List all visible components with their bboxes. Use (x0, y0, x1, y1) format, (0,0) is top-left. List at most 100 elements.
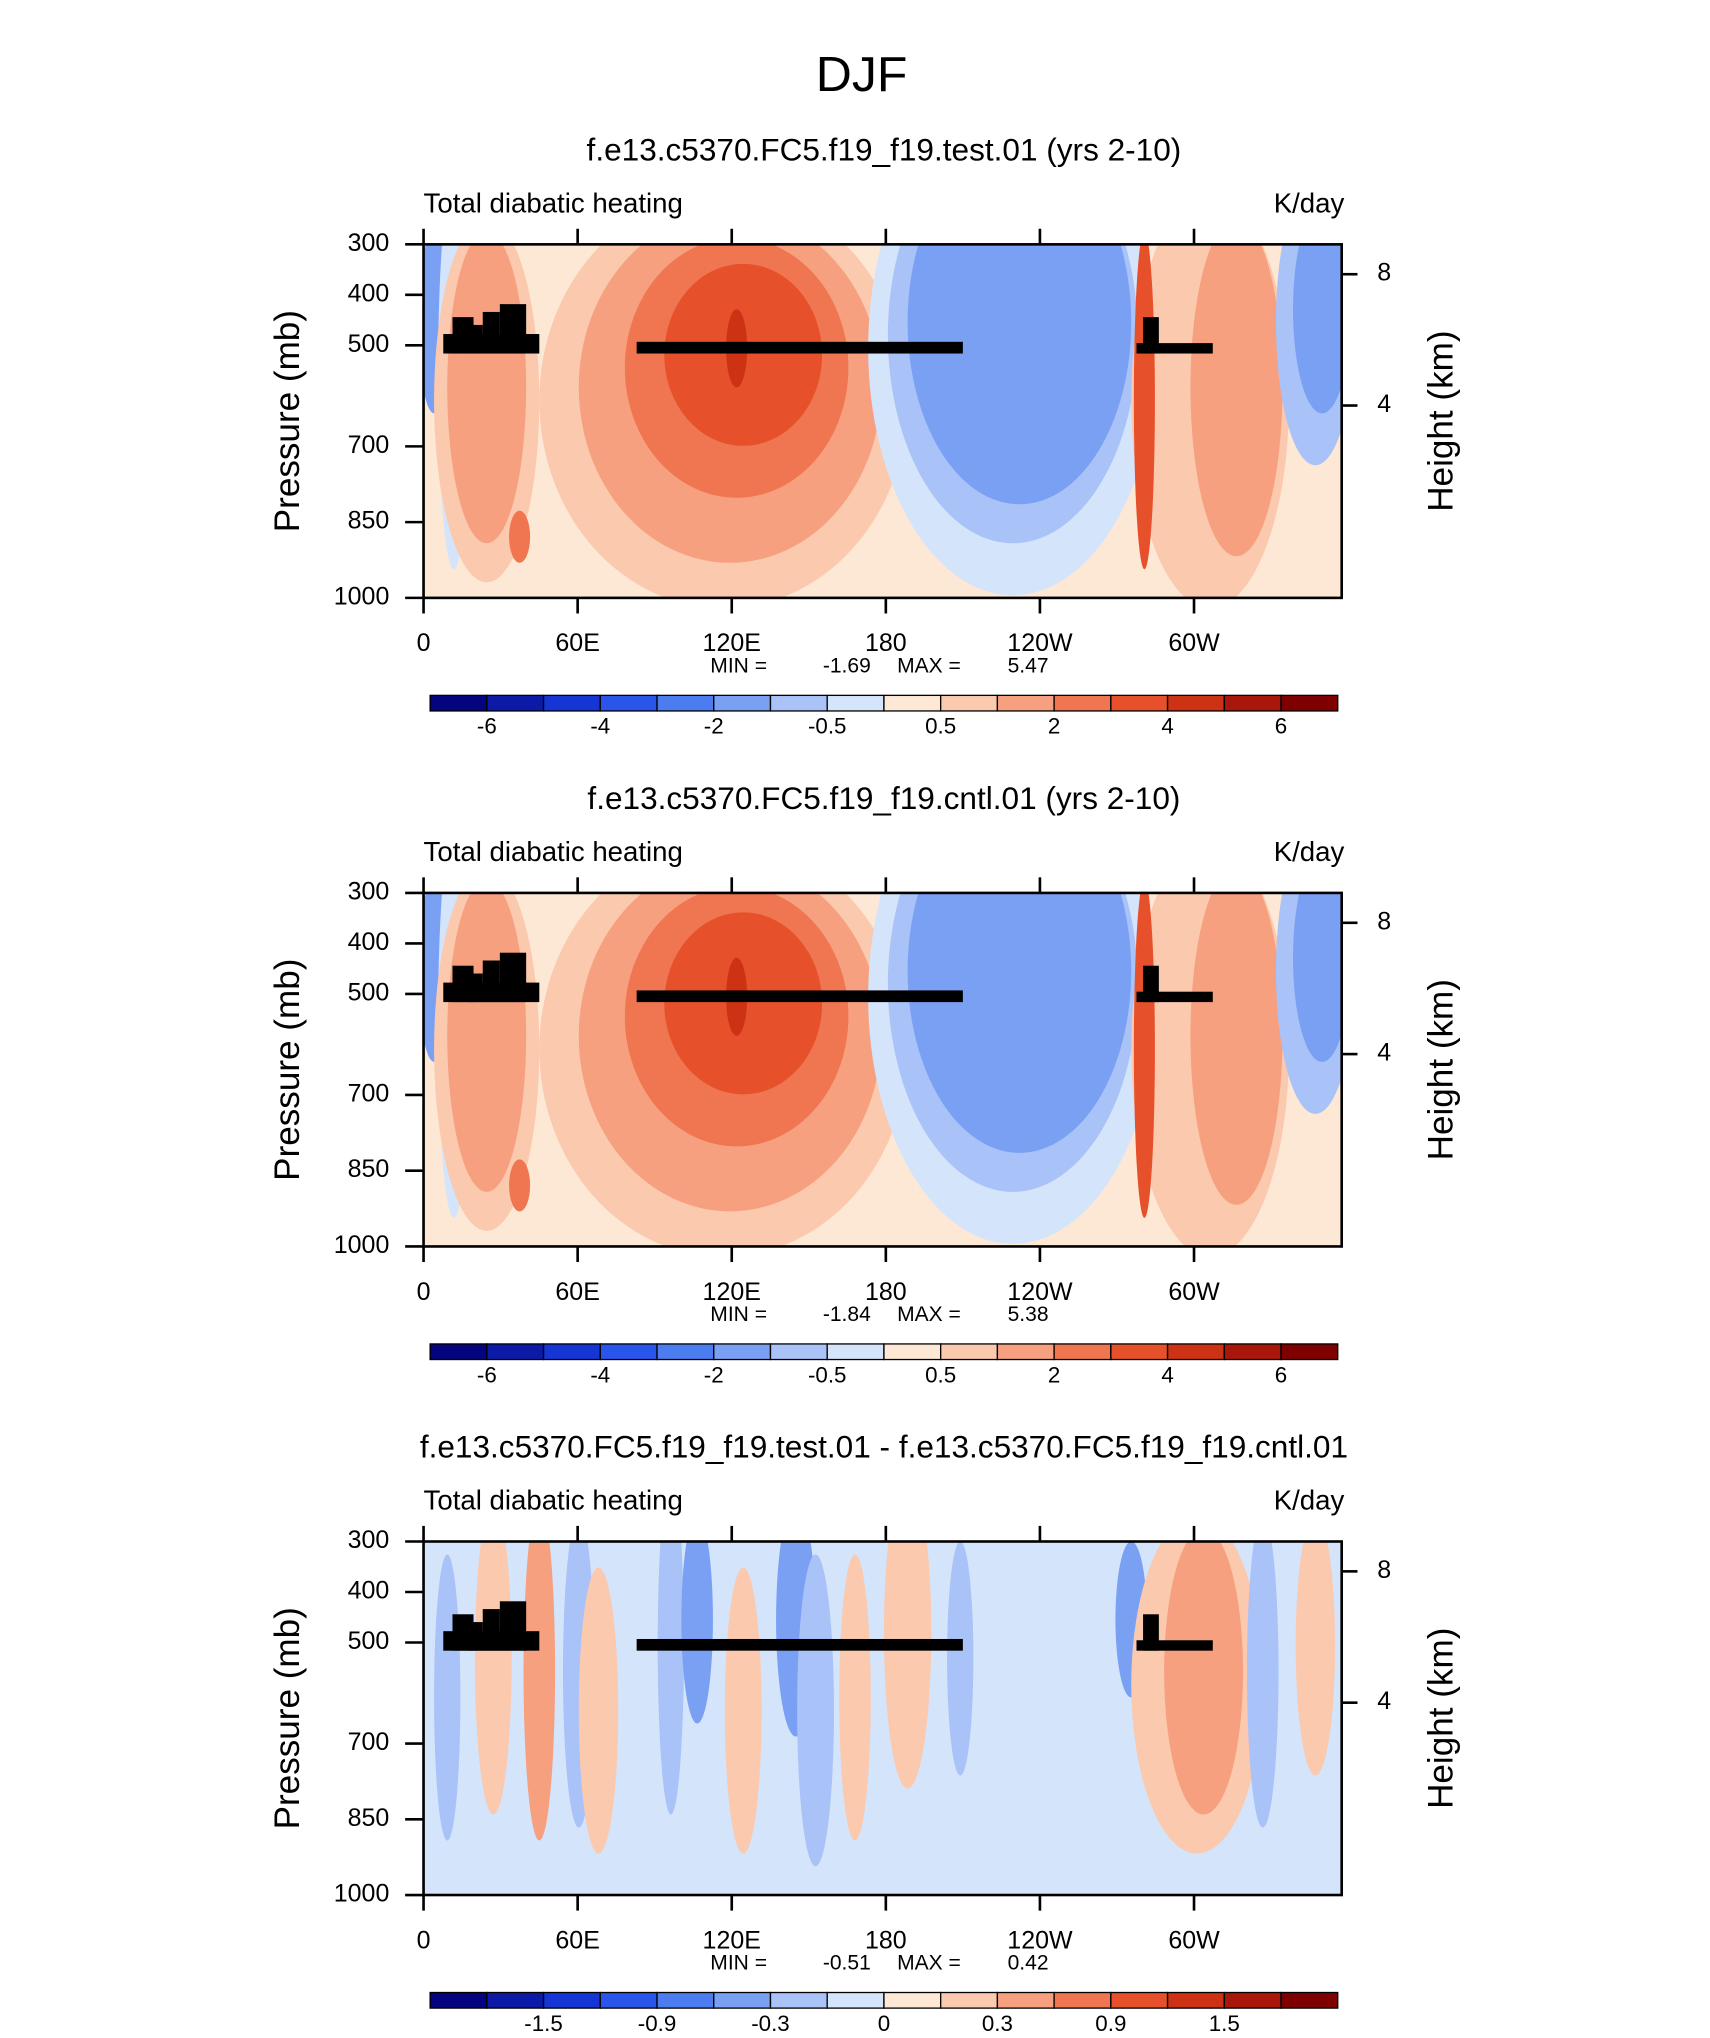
contour-region (1133, 892, 1155, 1218)
x-tick-label: 60W (1168, 1927, 1220, 1954)
colorbar-label: -0.3 (751, 2011, 790, 2036)
panel-title: f.e13.c5370.FC5.f19_f19.test.01 (yrs 2-1… (587, 132, 1182, 167)
topography (1136, 1640, 1213, 1651)
x-tick-label: 60E (555, 1279, 599, 1306)
colorbar-box (1166, 694, 1225, 712)
colorbar-box (1223, 694, 1282, 712)
colorbar-label: 4 (1161, 1362, 1173, 1387)
colorbar-label: -4 (590, 1362, 610, 1387)
colorbar-box (1110, 1343, 1169, 1361)
min-label: MIN = (710, 1952, 767, 1975)
left-string: Total diabatic heating (424, 1485, 683, 1516)
colorbar-box (940, 1991, 999, 2009)
colorbar-box (1053, 694, 1112, 712)
x-tick-label: 60E (555, 1927, 599, 1954)
x-tick-label: 0 (417, 1279, 431, 1306)
colorbar-box (996, 1991, 1055, 2009)
min-value: -0.51 (823, 1952, 871, 1975)
contour-region (681, 1541, 713, 1724)
contour-region (1293, 244, 1342, 414)
y-tick-label: 1000 (334, 584, 390, 611)
topography (499, 952, 527, 1003)
contour-region (509, 1159, 531, 1212)
plot-frame (422, 1540, 1344, 1897)
colorbar-box (883, 1343, 942, 1361)
topography (499, 304, 527, 354)
y-tick-label: 500 (348, 1628, 390, 1655)
y-tick-label: 1000 (334, 1232, 390, 1259)
y-tick-label: 700 (348, 1081, 390, 1108)
y-axis-label: Pressure (mb) (268, 959, 307, 1181)
topography (499, 1601, 527, 1651)
colorbar-box (940, 694, 999, 712)
max-value: 5.47 (1008, 654, 1049, 677)
colorbar-label: -4 (590, 714, 610, 739)
max-label: MAX = (897, 1952, 961, 1975)
y-axis-label: Pressure (mb) (268, 1607, 307, 1829)
x-tick-label: 120W (1007, 1279, 1073, 1306)
y-tick-label: 400 (348, 281, 390, 308)
y-tick-label: 300 (348, 879, 390, 906)
colorbar-box (1110, 694, 1169, 712)
colorbar-label: 6 (1275, 1362, 1287, 1387)
colorbar-label: 2 (1048, 714, 1060, 739)
colorbar-box (769, 1343, 828, 1361)
min-label: MIN = (710, 654, 767, 677)
colorbar-box (769, 694, 828, 712)
y-tick-label: 1000 (334, 1881, 390, 1908)
max-label: MAX = (897, 1303, 961, 1326)
y-tick-label: 700 (348, 1729, 390, 1756)
colorbar-box (429, 1343, 488, 1361)
colorbar-box (883, 1991, 942, 2009)
contour-region (578, 1567, 619, 1854)
colorbar-box (486, 1343, 545, 1361)
colorbar-label: -2 (704, 1362, 724, 1387)
contour-region (839, 1554, 871, 1841)
plot-frame (422, 243, 1344, 600)
topography (636, 1638, 963, 1651)
y2-tick-label: 8 (1377, 1557, 1391, 1584)
colorbar-label: 0.3 (982, 2011, 1013, 2036)
colorbar-label: -6 (477, 714, 497, 739)
contour-region (1293, 892, 1342, 1062)
y2-tick-label: 8 (1377, 908, 1391, 935)
topography (452, 965, 474, 1003)
colorbar-box (769, 1991, 828, 2009)
right-string: K/day (1274, 836, 1345, 867)
colorbar-box (429, 694, 488, 712)
y-tick-label: 850 (348, 1156, 390, 1183)
contour-region (509, 510, 531, 563)
colorbar-box (1053, 1343, 1112, 1361)
x-tick-label: 120W (1007, 1927, 1073, 1954)
colorbar-box (713, 1991, 772, 2009)
figure-title: DJF (816, 46, 908, 102)
contour-region (447, 892, 527, 1192)
x-tick-label: 120E (703, 630, 761, 657)
field (423, 892, 1342, 1247)
colorbar-box (713, 1343, 772, 1361)
x-tick-label: 180 (865, 1927, 907, 1954)
topography (452, 1614, 474, 1651)
y-tick-label: 850 (348, 508, 390, 535)
min-value: -1.69 (823, 654, 871, 677)
field (423, 1541, 1342, 1896)
y2-tick-label: 4 (1377, 1688, 1391, 1715)
topography (636, 990, 963, 1003)
right-string: K/day (1274, 1485, 1345, 1516)
colorbar-box (542, 1343, 601, 1361)
panel-title: f.e13.c5370.FC5.f19_f19.test.01 - f.e13.… (420, 1430, 1348, 1465)
y-tick-label: 700 (348, 432, 390, 459)
contour-region (907, 892, 1132, 1153)
min-value: -1.84 (823, 1303, 871, 1326)
colorbar-label: -2 (704, 714, 724, 739)
colorbar-box (1053, 1991, 1112, 2009)
colorbar-box (656, 1991, 715, 2009)
contour-region (434, 1554, 461, 1841)
contour-region (724, 1567, 762, 1854)
colorbar-box (713, 694, 772, 712)
y-tick-label: 500 (348, 331, 390, 358)
colorbar-label: 6 (1275, 714, 1287, 739)
max-value: 0.42 (1008, 1952, 1049, 1975)
colorbar-label: -1.5 (524, 2011, 563, 2036)
contour-region (447, 244, 527, 544)
